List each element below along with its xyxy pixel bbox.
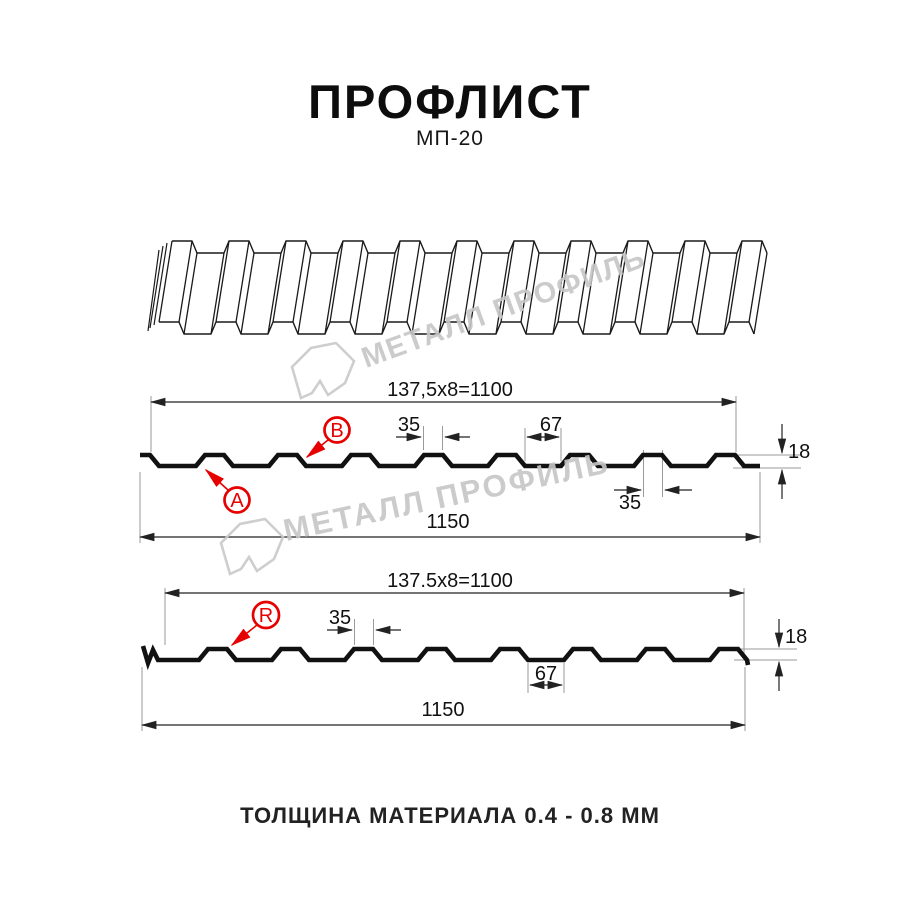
dim-label-height-2: 18 (785, 626, 807, 648)
marker-b-circle (323, 416, 351, 444)
metall-profil-logo-icon (290, 341, 356, 400)
back-edge-profile (172, 240, 768, 254)
marker-a-label: A (230, 490, 244, 512)
dim-label-valley-2: 67 (535, 663, 557, 685)
rib-edges (158, 240, 768, 335)
dim-label-pitch-1: 137,5x8=1100 (387, 379, 513, 401)
material-thickness-note: ТОЛЩИНА МАТЕРИАЛА 0.4 - 0.8 ММ (240, 803, 660, 828)
marker-b-label: B (330, 420, 343, 442)
left-cut-edge (147, 242, 168, 332)
cross-section-1: 137,5x8=1100 1150 35 67 18 35 A B (138, 379, 810, 543)
profile-model-name: МП-20 (416, 127, 484, 150)
metall-profil-logo-icon (219, 517, 285, 576)
profile-outline-1 (140, 452, 760, 469)
dimension-lines-2 (140, 588, 784, 730)
callout-b: B (305, 416, 351, 459)
dim-label-ribtop2-1: 35 (619, 492, 641, 514)
cross-section-2: 137.5x8=1100 1150 35 67 18 R (140, 570, 807, 731)
callout-r: R (230, 600, 281, 646)
page-title: ПРОФЛИСТ (308, 75, 592, 128)
front-edge-profile (159, 321, 755, 335)
profile-3d-view (147, 240, 768, 335)
dim-label-valley-1: 67 (540, 414, 562, 436)
sheet-surface (159, 241, 767, 334)
dim-label-overall-1: 1150 (426, 511, 469, 533)
callout-a: A (204, 468, 251, 514)
dim-label-ribtop-2: 35 (329, 607, 351, 629)
marker-r-label: R (259, 605, 273, 627)
dim-label-overall-2: 1150 (421, 699, 464, 721)
extension-lines-1 (139, 396, 801, 543)
dim-label-ribtop-1: 35 (398, 414, 420, 436)
dim-label-height-1: 18 (788, 441, 810, 463)
marker-a-circle (223, 486, 251, 514)
marker-r-circle (251, 600, 281, 630)
profile-outline-2 (140, 644, 751, 671)
dim-label-pitch-2: 137.5x8=1100 (387, 570, 513, 592)
dimension-lines-1 (138, 397, 787, 542)
